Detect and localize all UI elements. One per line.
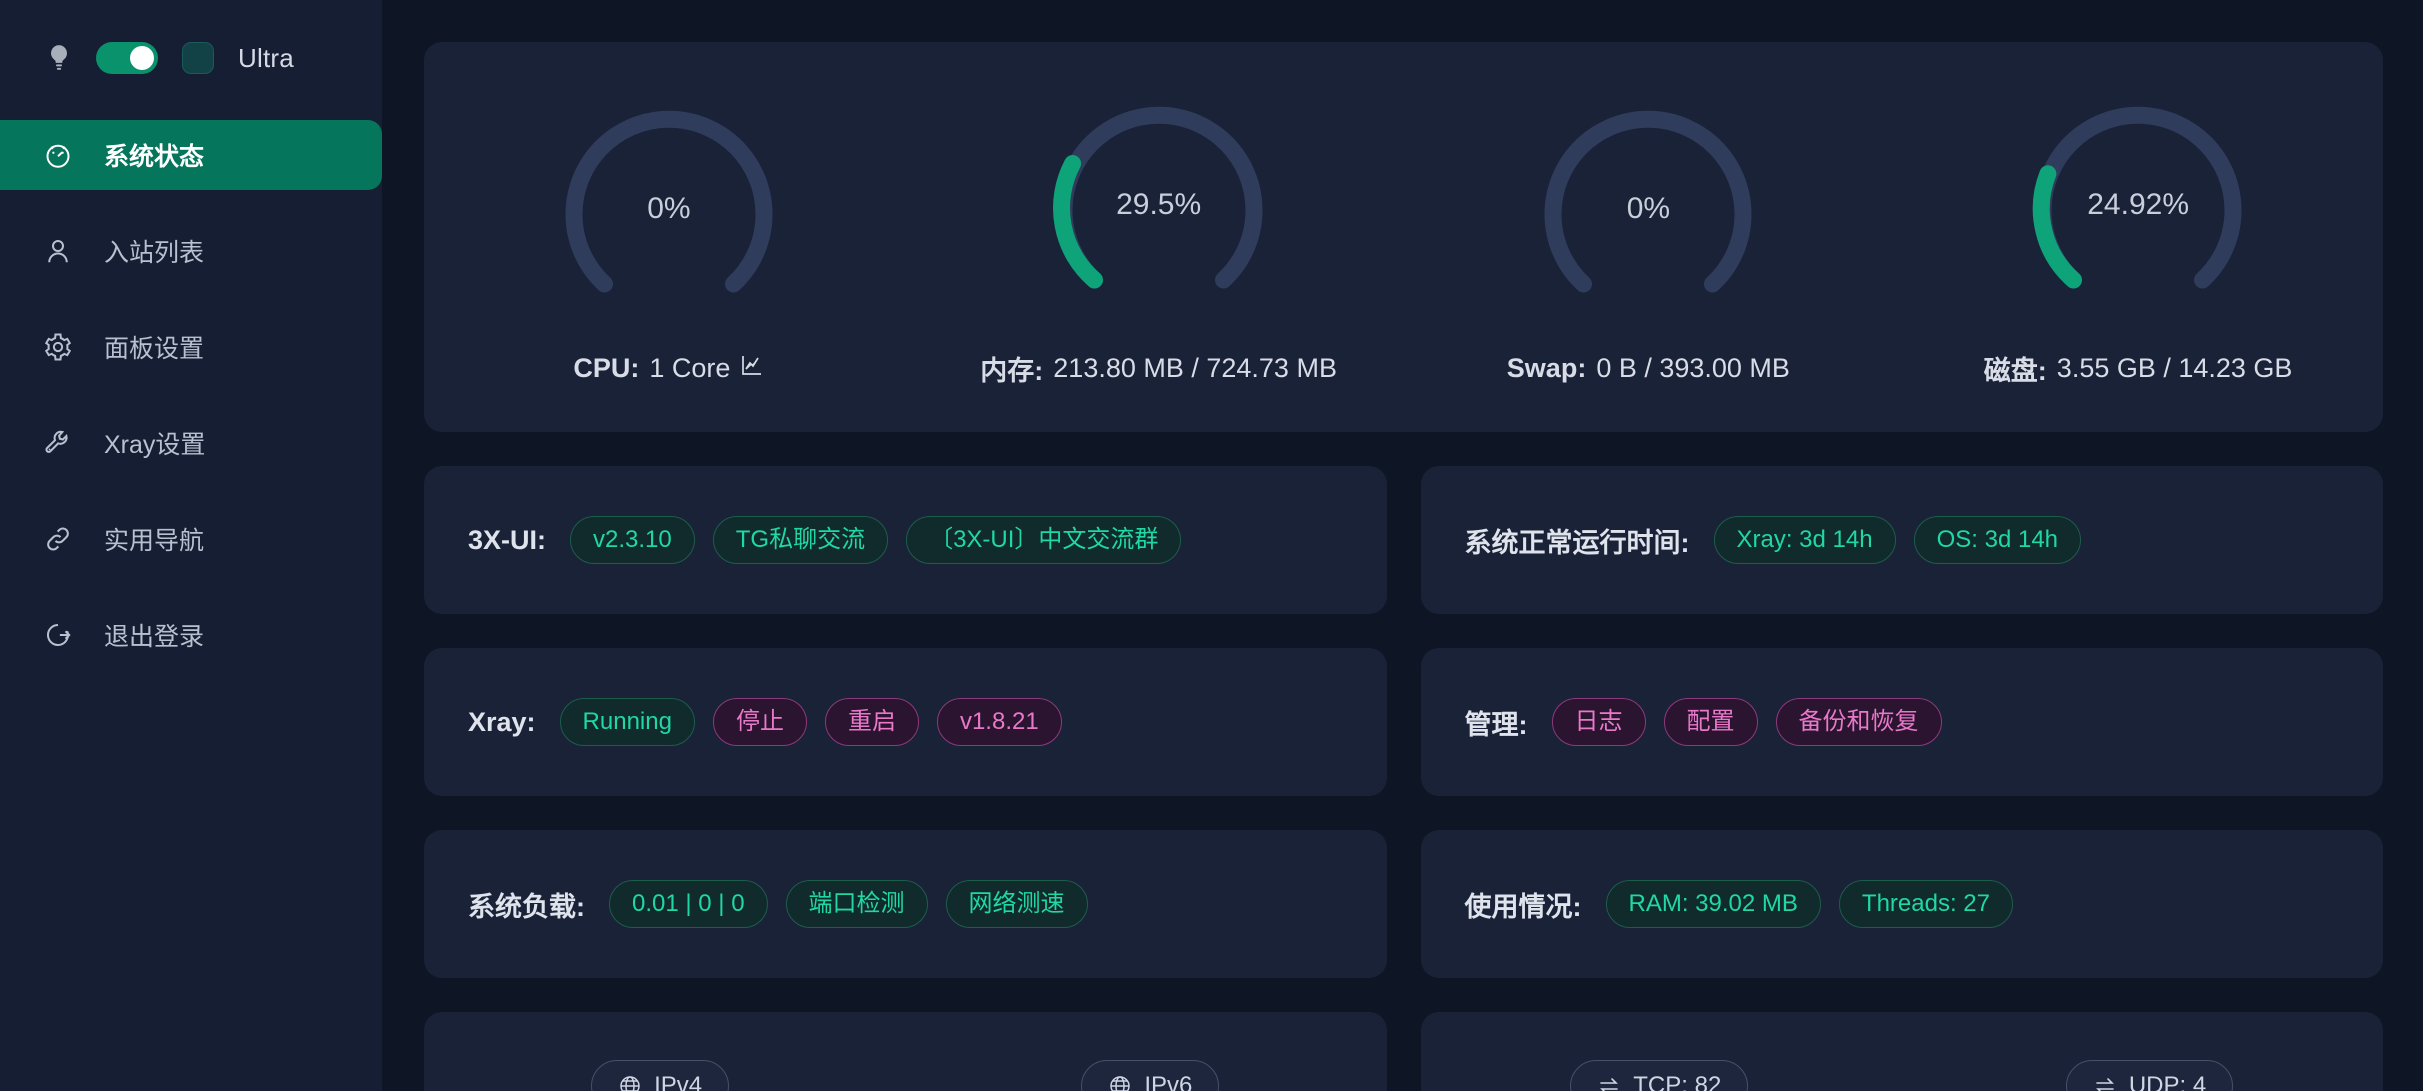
os-uptime-pill[interactable]: OS: 3d 14h: [1913, 515, 2082, 565]
sidebar: Ultra 系统状态 入站列表 面板设置: [0, 0, 382, 1091]
load-average-pill[interactable]: 0.01 | 0 | 0: [609, 879, 768, 929]
xray-restart-button[interactable]: 重启: [824, 697, 919, 747]
uptime-info-row: 系统正常运行时间: Xray: 3d 14h OS: 3d 14h: [1420, 466, 2383, 614]
row-label: 系统正常运行时间:: [1464, 527, 1690, 558]
gauge-value: 24.92%: [2087, 187, 2189, 221]
sidebar-item-label: Xray设置: [104, 431, 206, 459]
xray-status-pill[interactable]: Running: [559, 697, 695, 747]
tg-chinese-group-pill[interactable]: 〔3X-UI〕中文交流群: [906, 515, 1182, 565]
tcp-connections-pill[interactable]: TCP: 82: [1570, 1059, 1749, 1091]
gauge-memory: 29.5% 内存: 213.80 MB / 724.73 MB: [914, 87, 1404, 388]
gauge-caption: CPU: 1 Core: [573, 353, 764, 384]
gauge-ring: 24.92%: [2020, 87, 2256, 323]
lightbulb-icon: [46, 43, 72, 73]
sidebar-header: Ultra: [0, 26, 382, 90]
gauge-cpu: 0% CPU: 1 Core: [424, 91, 914, 384]
toggle-knob: [130, 46, 154, 70]
gauge-ring: 0%: [551, 91, 787, 327]
ipv6-button[interactable]: IPv6: [1081, 1059, 1220, 1091]
row-label: 系统负载:: [468, 891, 585, 922]
xray-version-pill[interactable]: v1.8.21: [936, 697, 1062, 747]
sidebar-item-useful-links[interactable]: 实用导航: [0, 504, 382, 574]
logs-button[interactable]: 日志: [1551, 697, 1646, 747]
gauge-swap: 0% Swap: 0 B / 393.00 MB: [1404, 91, 1894, 384]
chart-icon[interactable]: [740, 353, 764, 384]
gauge-caption: 内存: 213.80 MB / 724.73 MB: [980, 349, 1337, 388]
gauge-value: 29.5%: [1116, 187, 1202, 221]
sidebar-item-label: 退出登录: [104, 623, 205, 651]
sidebar-item-logout[interactable]: 退出登录: [0, 600, 382, 670]
gauge-disk: 24.92% 磁盘: 3.55 GB / 14.23 GB: [1893, 87, 2383, 388]
logout-icon: [42, 619, 74, 651]
globe-icon: [618, 1074, 642, 1091]
exchange-icon: [1597, 1074, 1621, 1091]
sidebar-item-label: 系统状态: [104, 143, 205, 171]
speed-test-button[interactable]: 网络测速: [945, 879, 1088, 929]
ipv6-label: IPv6: [1144, 1071, 1193, 1091]
gauge-caption-value: 3.55 GB / 14.23 GB: [2056, 352, 2293, 383]
xray-stop-button[interactable]: 停止: [712, 697, 807, 747]
gauge-caption: 磁盘: 3.55 GB / 14.23 GB: [1984, 349, 2293, 388]
xray-status-row: Xray: Running 停止 重启 v1.8.21: [424, 648, 1387, 796]
ram-usage-pill[interactable]: RAM: 39.02 MB: [1605, 879, 1821, 929]
sidebar-item-label: 实用导航: [104, 527, 205, 555]
connections-row: TCP: 82 UDP: 4: [1420, 1012, 2383, 1091]
ipv4-button[interactable]: IPv4: [591, 1059, 730, 1091]
globe-icon: [1108, 1074, 1132, 1091]
info-grid: 3X-UI: v2.3.10 TG私聊交流 〔3X-UI〕中文交流群 系统正常运…: [424, 466, 2383, 1091]
usage-row: 使用情况: RAM: 39.02 MB Threads: 27: [1420, 830, 2383, 978]
ipv4-label: IPv4: [654, 1071, 703, 1091]
xray-uptime-pill[interactable]: Xray: 3d 14h: [1713, 515, 1896, 565]
tg-private-chat-pill[interactable]: TG私聊交流: [712, 515, 889, 565]
tcp-label: TCP: 82: [1633, 1071, 1722, 1091]
backup-restore-button[interactable]: 备份和恢复: [1775, 697, 1942, 747]
port-check-button[interactable]: 端口检测: [785, 879, 928, 929]
gauge-caption-value: 1 Core: [649, 352, 731, 383]
config-button[interactable]: 配置: [1663, 697, 1758, 747]
gauge-ring: 0%: [1530, 91, 1766, 327]
system-gauges-card: 0% CPU: 1 Core: [424, 42, 2383, 432]
gauge-caption-key: CPU:: [573, 352, 640, 383]
row-label: Xray:: [468, 706, 536, 737]
row-label: 管理:: [1464, 709, 1528, 740]
theme-toggle[interactable]: [96, 42, 158, 74]
gauge-caption: Swap: 0 B / 393.00 MB: [1507, 353, 1790, 384]
management-row: 管理: 日志 配置 备份和恢复: [1420, 648, 2383, 796]
ultra-label: Ultra: [238, 42, 294, 73]
wrench-icon: [42, 427, 74, 459]
udp-connections-pill[interactable]: UDP: 4: [2065, 1059, 2234, 1091]
xui-version-pill[interactable]: v2.3.10: [570, 515, 695, 565]
gauge-caption-key: 磁盘:: [1983, 355, 2047, 386]
sidebar-nav: 系统状态 入站列表 面板设置 Xray设置: [0, 120, 382, 670]
gauge-icon: [42, 139, 74, 171]
gauge-caption-value: 0 B / 393.00 MB: [1596, 352, 1790, 383]
gear-icon: [42, 331, 74, 363]
xui-info-row: 3X-UI: v2.3.10 TG私聊交流 〔3X-UI〕中文交流群: [424, 466, 1387, 614]
row-label: 使用情况:: [1464, 891, 1582, 922]
sidebar-item-label: 入站列表: [104, 239, 205, 267]
row-label: 3X-UI:: [468, 524, 547, 555]
exchange-icon: [2093, 1074, 2117, 1091]
main-content: 0% CPU: 1 Core: [382, 0, 2423, 1091]
system-load-row: 系统负载: 0.01 | 0 | 0 端口检测 网络测速: [424, 830, 1387, 978]
gauge-value: 0%: [1626, 191, 1671, 225]
ultra-color-swatch[interactable]: [182, 42, 214, 74]
ip-row: IPv4 IPv6: [424, 1012, 1387, 1091]
sidebar-item-xray-settings[interactable]: Xray设置: [0, 408, 382, 478]
udp-label: UDP: 4: [2128, 1071, 2207, 1091]
sidebar-item-panel-settings[interactable]: 面板设置: [0, 312, 382, 382]
gauge-ring: 29.5%: [1041, 87, 1277, 323]
user-icon: [42, 235, 74, 267]
gauge-caption-value: 213.80 MB / 724.73 MB: [1053, 352, 1337, 383]
threads-pill[interactable]: Threads: 27: [1838, 879, 2013, 929]
gauge-caption-key: Swap:: [1506, 352, 1587, 383]
link-icon: [42, 523, 74, 555]
sidebar-item-system-status[interactable]: 系统状态: [0, 120, 382, 190]
sidebar-item-label: 面板设置: [104, 335, 205, 363]
sidebar-item-inbounds[interactable]: 入站列表: [0, 216, 382, 286]
gauge-caption-key: 内存:: [980, 355, 1044, 386]
gauge-value: 0%: [647, 191, 691, 225]
